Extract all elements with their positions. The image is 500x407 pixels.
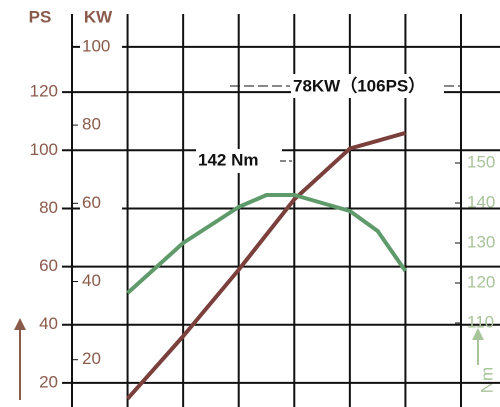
y3-tick-label: 120 <box>467 272 495 291</box>
y3-tick-label: 130 <box>467 232 495 251</box>
tick-label-bg <box>80 348 122 371</box>
y-tick-label: 120 <box>30 82 58 101</box>
series-line <box>126 193 408 295</box>
annotation-bg <box>196 149 282 173</box>
tick-label-bg <box>80 270 122 293</box>
y2-tick-label: 60 <box>82 193 101 212</box>
series-line <box>126 131 406 401</box>
y3-tick-label: 140 <box>467 192 495 211</box>
y2-tick-label: 100 <box>82 36 110 55</box>
tick-label-bg <box>80 192 122 215</box>
y-axis-label: PS <box>29 7 52 26</box>
y-tick-label: 100 <box>30 140 58 159</box>
y2-tick-label: 80 <box>82 115 101 134</box>
tick-label-bg <box>80 35 122 58</box>
y3-tick-label: 150 <box>467 152 495 171</box>
y-tick-label: 60 <box>39 256 58 275</box>
annotation-bg <box>291 74 444 98</box>
tick-label-bg <box>80 114 122 137</box>
arrow-head <box>472 328 484 340</box>
y-tick-label: 40 <box>39 314 58 333</box>
y3-axis-label: Nm <box>477 367 496 393</box>
annotation: 142 Nm <box>198 150 258 169</box>
y2-tick-label: 20 <box>82 349 101 368</box>
y-tick-label: 20 <box>39 372 58 391</box>
y-tick-label: 80 <box>39 198 58 217</box>
y2-axis-label: KW <box>84 7 113 26</box>
annotation: 78KW（106PS） <box>293 75 425 95</box>
y2-tick-label: 40 <box>82 271 101 290</box>
arrow-head <box>14 318 26 330</box>
y3-tick-label: 110 <box>467 312 494 331</box>
